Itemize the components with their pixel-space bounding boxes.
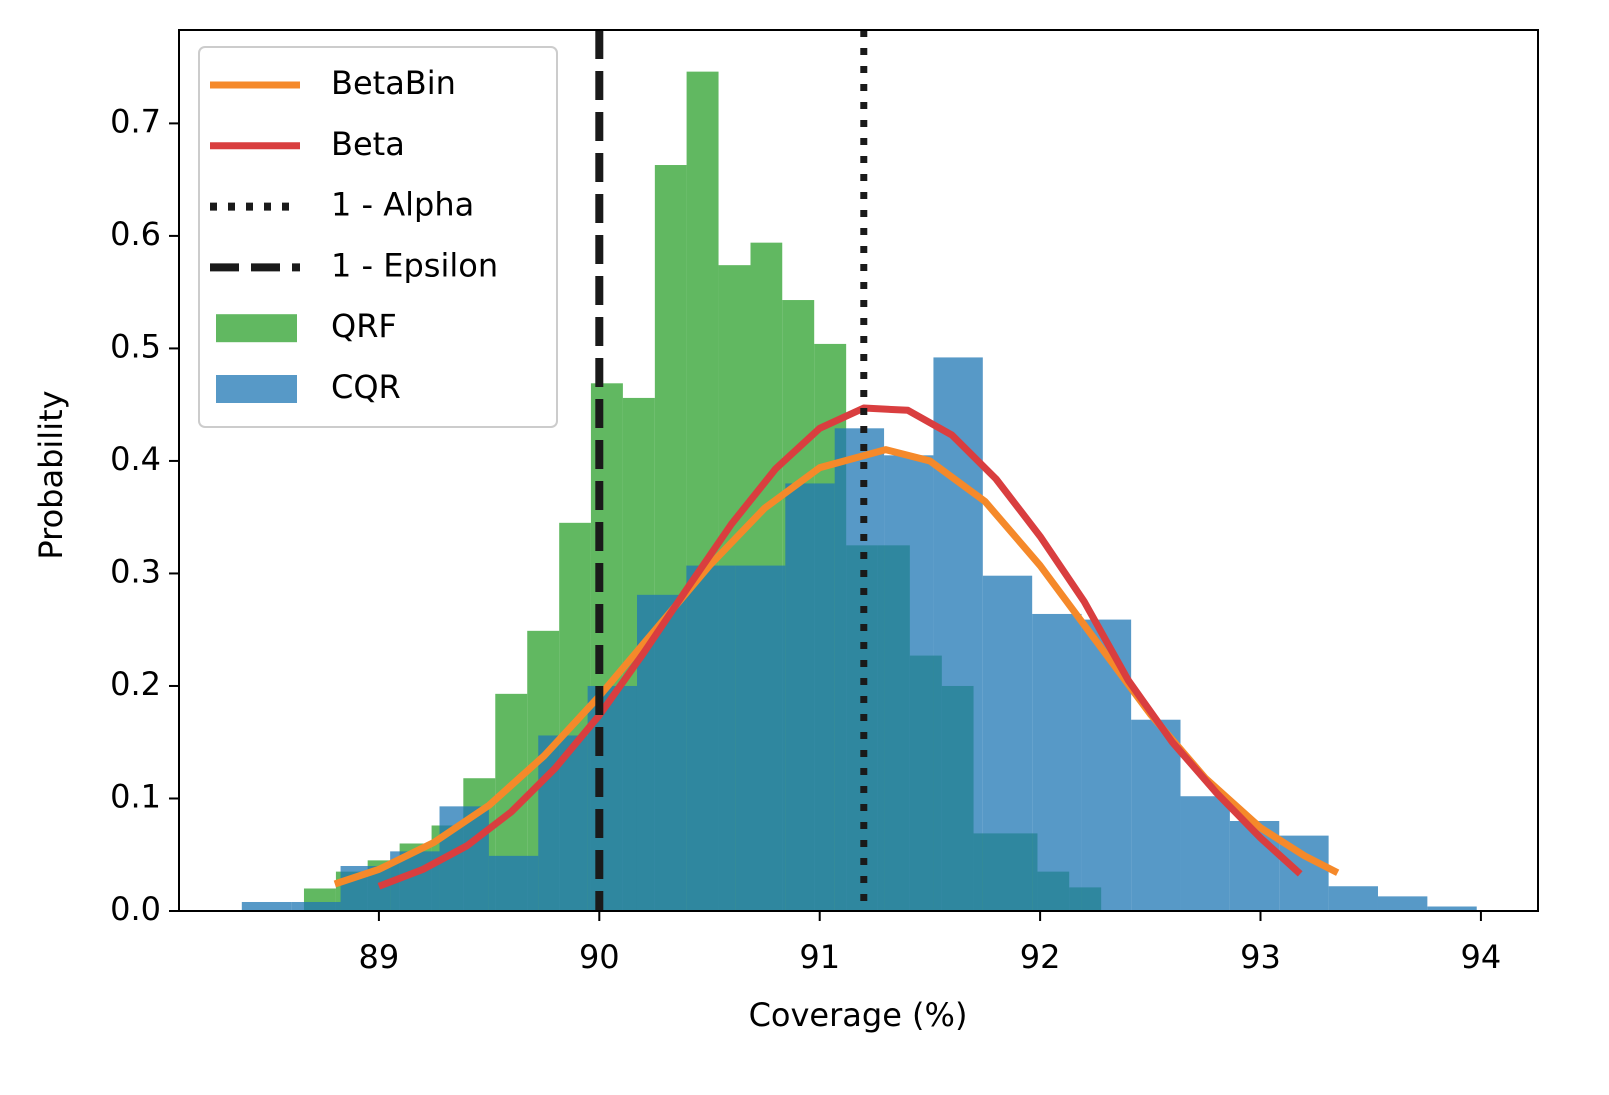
hist-bar (834, 428, 885, 911)
legend-label: Beta (331, 125, 405, 163)
y-tick-label: 0.3 (110, 552, 161, 590)
x-tick-label: 89 (359, 938, 400, 976)
legend-label: QRF (331, 307, 397, 345)
hist-bar (1180, 796, 1230, 911)
legend-swatch (216, 314, 297, 343)
x-tick-label: 92 (1020, 938, 1061, 976)
axes-frame (178, 29, 1539, 912)
legend-label: 1 - Alpha (331, 186, 474, 224)
y-tick-label: 0.5 (110, 327, 161, 365)
y-axis-label: Probability (32, 390, 70, 559)
hist-bar (686, 565, 736, 911)
hist-bar (982, 575, 1033, 911)
y-tick-label: 0.4 (110, 440, 161, 478)
plot-area (241, 30, 1477, 912)
hist-bar (1081, 619, 1132, 911)
hist-bar (1427, 906, 1477, 911)
hist-bar (291, 901, 341, 911)
curve (377, 404, 1303, 890)
legend: BetaBin Beta 1 - Alpha 1 - Epsilon QRF CQR (198, 46, 558, 428)
hist-bar (241, 901, 292, 911)
hist-bar (785, 483, 835, 911)
hist-bar (1377, 896, 1428, 911)
y-tick-label: 0.0 (110, 890, 161, 928)
x-tick-label: 90 (579, 938, 620, 976)
hist-bar (1131, 719, 1181, 911)
x-tick-label: 91 (799, 938, 840, 976)
y-tick-label: 0.2 (110, 665, 161, 703)
x-tick-label: 93 (1240, 938, 1281, 976)
legend-label: 1 - Epsilon (331, 246, 498, 284)
x-tick-label: 94 (1461, 938, 1502, 976)
hist-bar (1032, 613, 1082, 911)
legend-label: BetaBin (331, 64, 456, 102)
hist-bar (1328, 886, 1378, 911)
hist-bar (488, 855, 539, 911)
legend-swatch (216, 375, 297, 403)
hist-bar (735, 565, 786, 911)
histogram (241, 357, 1477, 911)
hist-bar (933, 357, 983, 911)
y-tick-label: 0.6 (110, 215, 161, 253)
legend-label: CQR (331, 368, 401, 406)
y-tick-label: 0.7 (110, 102, 161, 140)
hist-bar (538, 735, 588, 911)
hist-bar (884, 455, 934, 911)
y-tick-label: 0.1 (110, 777, 161, 815)
x-axis-label: Coverage (%) (749, 996, 968, 1034)
